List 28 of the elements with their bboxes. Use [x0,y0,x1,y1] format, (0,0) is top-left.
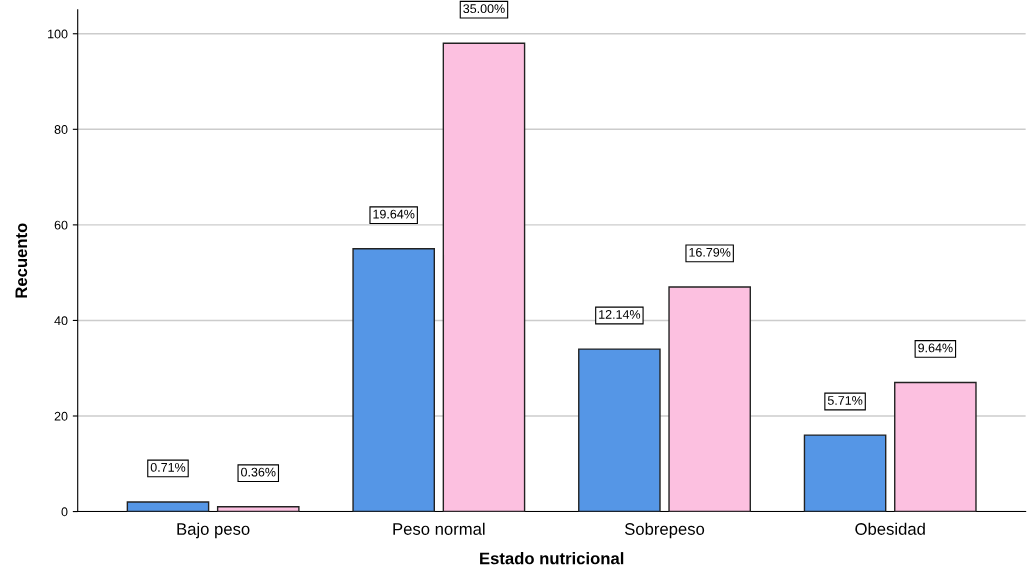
bar [126,501,210,512]
bar [803,434,887,512]
bar [442,42,526,512]
bar [668,286,751,512]
annotation: 0.36% [241,467,276,477]
y-tick-label: 40 [54,316,68,326]
annotation: 16.79% [689,247,731,257]
bar [352,248,436,512]
y-tick-label: 0 [61,507,68,517]
x-tick-label: Peso normal [393,522,485,535]
x-tick-label: Sobrepeso [624,522,705,539]
y-tick-label: 100 [48,29,68,39]
y-tick-label: 80 [54,125,68,134]
annotation: 35.00% [463,4,505,14]
x-tick-label: Bajo peso [177,522,250,539]
x-axis-title: Estado nutricional [480,552,624,565]
y-tick-label: 20 [54,411,68,421]
y-axis-title: Recuento [15,223,28,298]
annotation: 19.64% [373,209,415,219]
annotation: 5.71% [827,396,863,405]
bar [894,381,977,512]
annotation: 9.64% [918,343,953,353]
annotation: 0.71% [150,462,186,472]
bar [216,506,300,512]
y-tick-label: 60 [54,220,68,230]
x-tick-label: Obesidad [855,522,925,535]
annotation: 12.14% [599,310,641,319]
bar [578,348,661,512]
